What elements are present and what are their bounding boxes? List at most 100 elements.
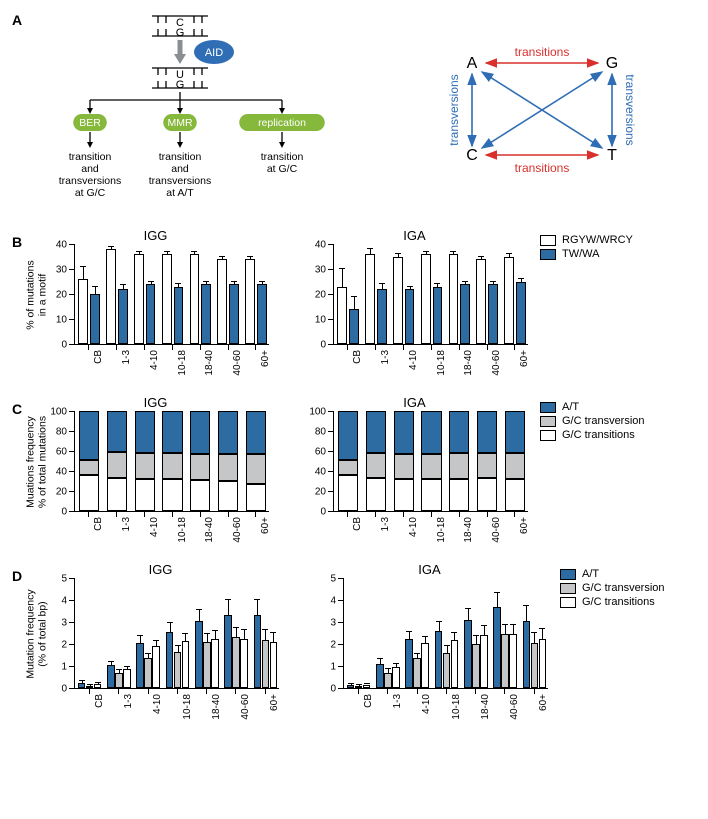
transitions-top-label: transitions — [515, 45, 570, 59]
y-tick-label: 3 — [330, 618, 336, 629]
legend-item: RGYW/WRCY — [540, 234, 633, 246]
x-tick-label: 1-3 — [380, 350, 391, 364]
legend-swatch — [540, 430, 556, 441]
legend-label: G/C transitions — [562, 429, 635, 441]
y-tick-label: 0 — [61, 507, 67, 518]
legend-item: G/C transversion — [560, 582, 665, 594]
bar — [270, 642, 278, 688]
bar — [405, 289, 415, 344]
bar — [106, 249, 116, 344]
x-tick-label: 60+ — [519, 517, 530, 534]
bar — [384, 673, 392, 688]
bar — [365, 254, 375, 344]
y-tick-label: 4 — [330, 596, 336, 607]
bar — [229, 284, 239, 344]
bar — [376, 664, 384, 688]
bar — [477, 453, 497, 478]
bar — [476, 259, 486, 344]
x-tick-label: 18-40 — [211, 694, 222, 720]
bar — [94, 684, 102, 688]
top-base-g: G — [176, 27, 185, 39]
legend-item: TW/WA — [540, 248, 633, 260]
bar — [123, 669, 131, 688]
pathway-outcome-text: transversions — [149, 175, 211, 187]
bar — [366, 478, 386, 511]
bar — [135, 411, 155, 453]
y-tick-label: 20 — [315, 487, 326, 498]
x-tick-label: CB — [93, 517, 104, 531]
pathway-outcome-text: at G/C — [75, 187, 106, 199]
chart-title: IGA — [297, 395, 532, 410]
bar — [405, 639, 413, 689]
y-tick-label: 20 — [56, 290, 67, 301]
y-tick-label: 80 — [315, 427, 326, 438]
bar — [144, 658, 152, 688]
x-tick-label: 18-40 — [204, 517, 215, 543]
x-tick-label: 10-18 — [177, 517, 188, 543]
legend-swatch — [540, 249, 556, 260]
bar — [90, 294, 100, 344]
panel-c-legend: A/TG/C transversionG/C transitions — [540, 401, 645, 443]
panel-c: C IGGMuations frequency% of total mutati… — [12, 395, 696, 550]
y-tick-label: 2 — [61, 640, 67, 651]
x-tick-label: 40-60 — [491, 517, 502, 543]
node-g: G — [606, 55, 618, 72]
x-tick-label: 1-3 — [121, 517, 132, 531]
bar — [232, 637, 240, 688]
legend-label: G/C transversion — [582, 582, 665, 594]
bar — [203, 642, 211, 688]
x-tick-label: 40-60 — [491, 350, 502, 376]
bar — [224, 615, 232, 688]
y-tick-label: 5 — [330, 574, 336, 585]
bar — [107, 478, 127, 511]
bar — [107, 411, 127, 452]
bar — [78, 683, 86, 689]
y-axis-label: % of mutationsin a motif — [25, 260, 48, 329]
x-tick-label: 18-40 — [480, 694, 491, 720]
legend-label: G/C transitions — [582, 596, 655, 608]
chart-title: IGA — [307, 562, 552, 577]
y-tick-label: 100 — [50, 407, 67, 418]
bar — [135, 453, 155, 479]
y-tick-label: 30 — [315, 265, 326, 276]
bar — [480, 635, 488, 688]
pathway-outcome-text: transition — [159, 151, 202, 163]
bar — [349, 309, 359, 344]
bar — [211, 639, 219, 689]
bar — [152, 646, 160, 688]
pathway-outcome-text: transition — [69, 151, 112, 163]
legend-label: A/T — [562, 401, 579, 413]
bar — [449, 479, 469, 511]
node-c: C — [466, 147, 478, 164]
y-tick-label: 5 — [61, 574, 67, 585]
y-tick-label: 20 — [56, 487, 67, 498]
bar — [190, 411, 210, 454]
bar — [477, 478, 497, 511]
bar — [86, 686, 94, 688]
bar — [118, 289, 128, 344]
y-tick-label: 10 — [315, 315, 326, 326]
bar — [516, 282, 526, 345]
bar — [539, 639, 547, 689]
bar — [338, 411, 358, 460]
legend-item: G/C transitions — [540, 429, 645, 441]
bar — [246, 454, 266, 484]
bar — [505, 479, 525, 511]
bar — [504, 257, 514, 345]
y-tick-label: 40 — [56, 240, 67, 251]
bar — [505, 411, 525, 453]
legend-label: RGYW/WRCY — [562, 234, 633, 246]
bar — [201, 284, 211, 344]
x-tick-label: 4-10 — [408, 350, 419, 370]
chart: IGA020406080100CB1-34-1010-1818-4040-606… — [297, 395, 532, 550]
y-tick-label: 60 — [56, 447, 67, 458]
transversions-right-label: transversions — [623, 74, 637, 145]
bar — [366, 453, 386, 478]
y-tick-label: 100 — [309, 407, 326, 418]
chart: IGGMuations frequency% of total mutation… — [38, 395, 273, 550]
bar — [115, 673, 123, 688]
bar — [493, 607, 501, 688]
x-tick-label: 40-60 — [240, 694, 251, 720]
bar — [394, 479, 414, 511]
bar — [449, 453, 469, 479]
